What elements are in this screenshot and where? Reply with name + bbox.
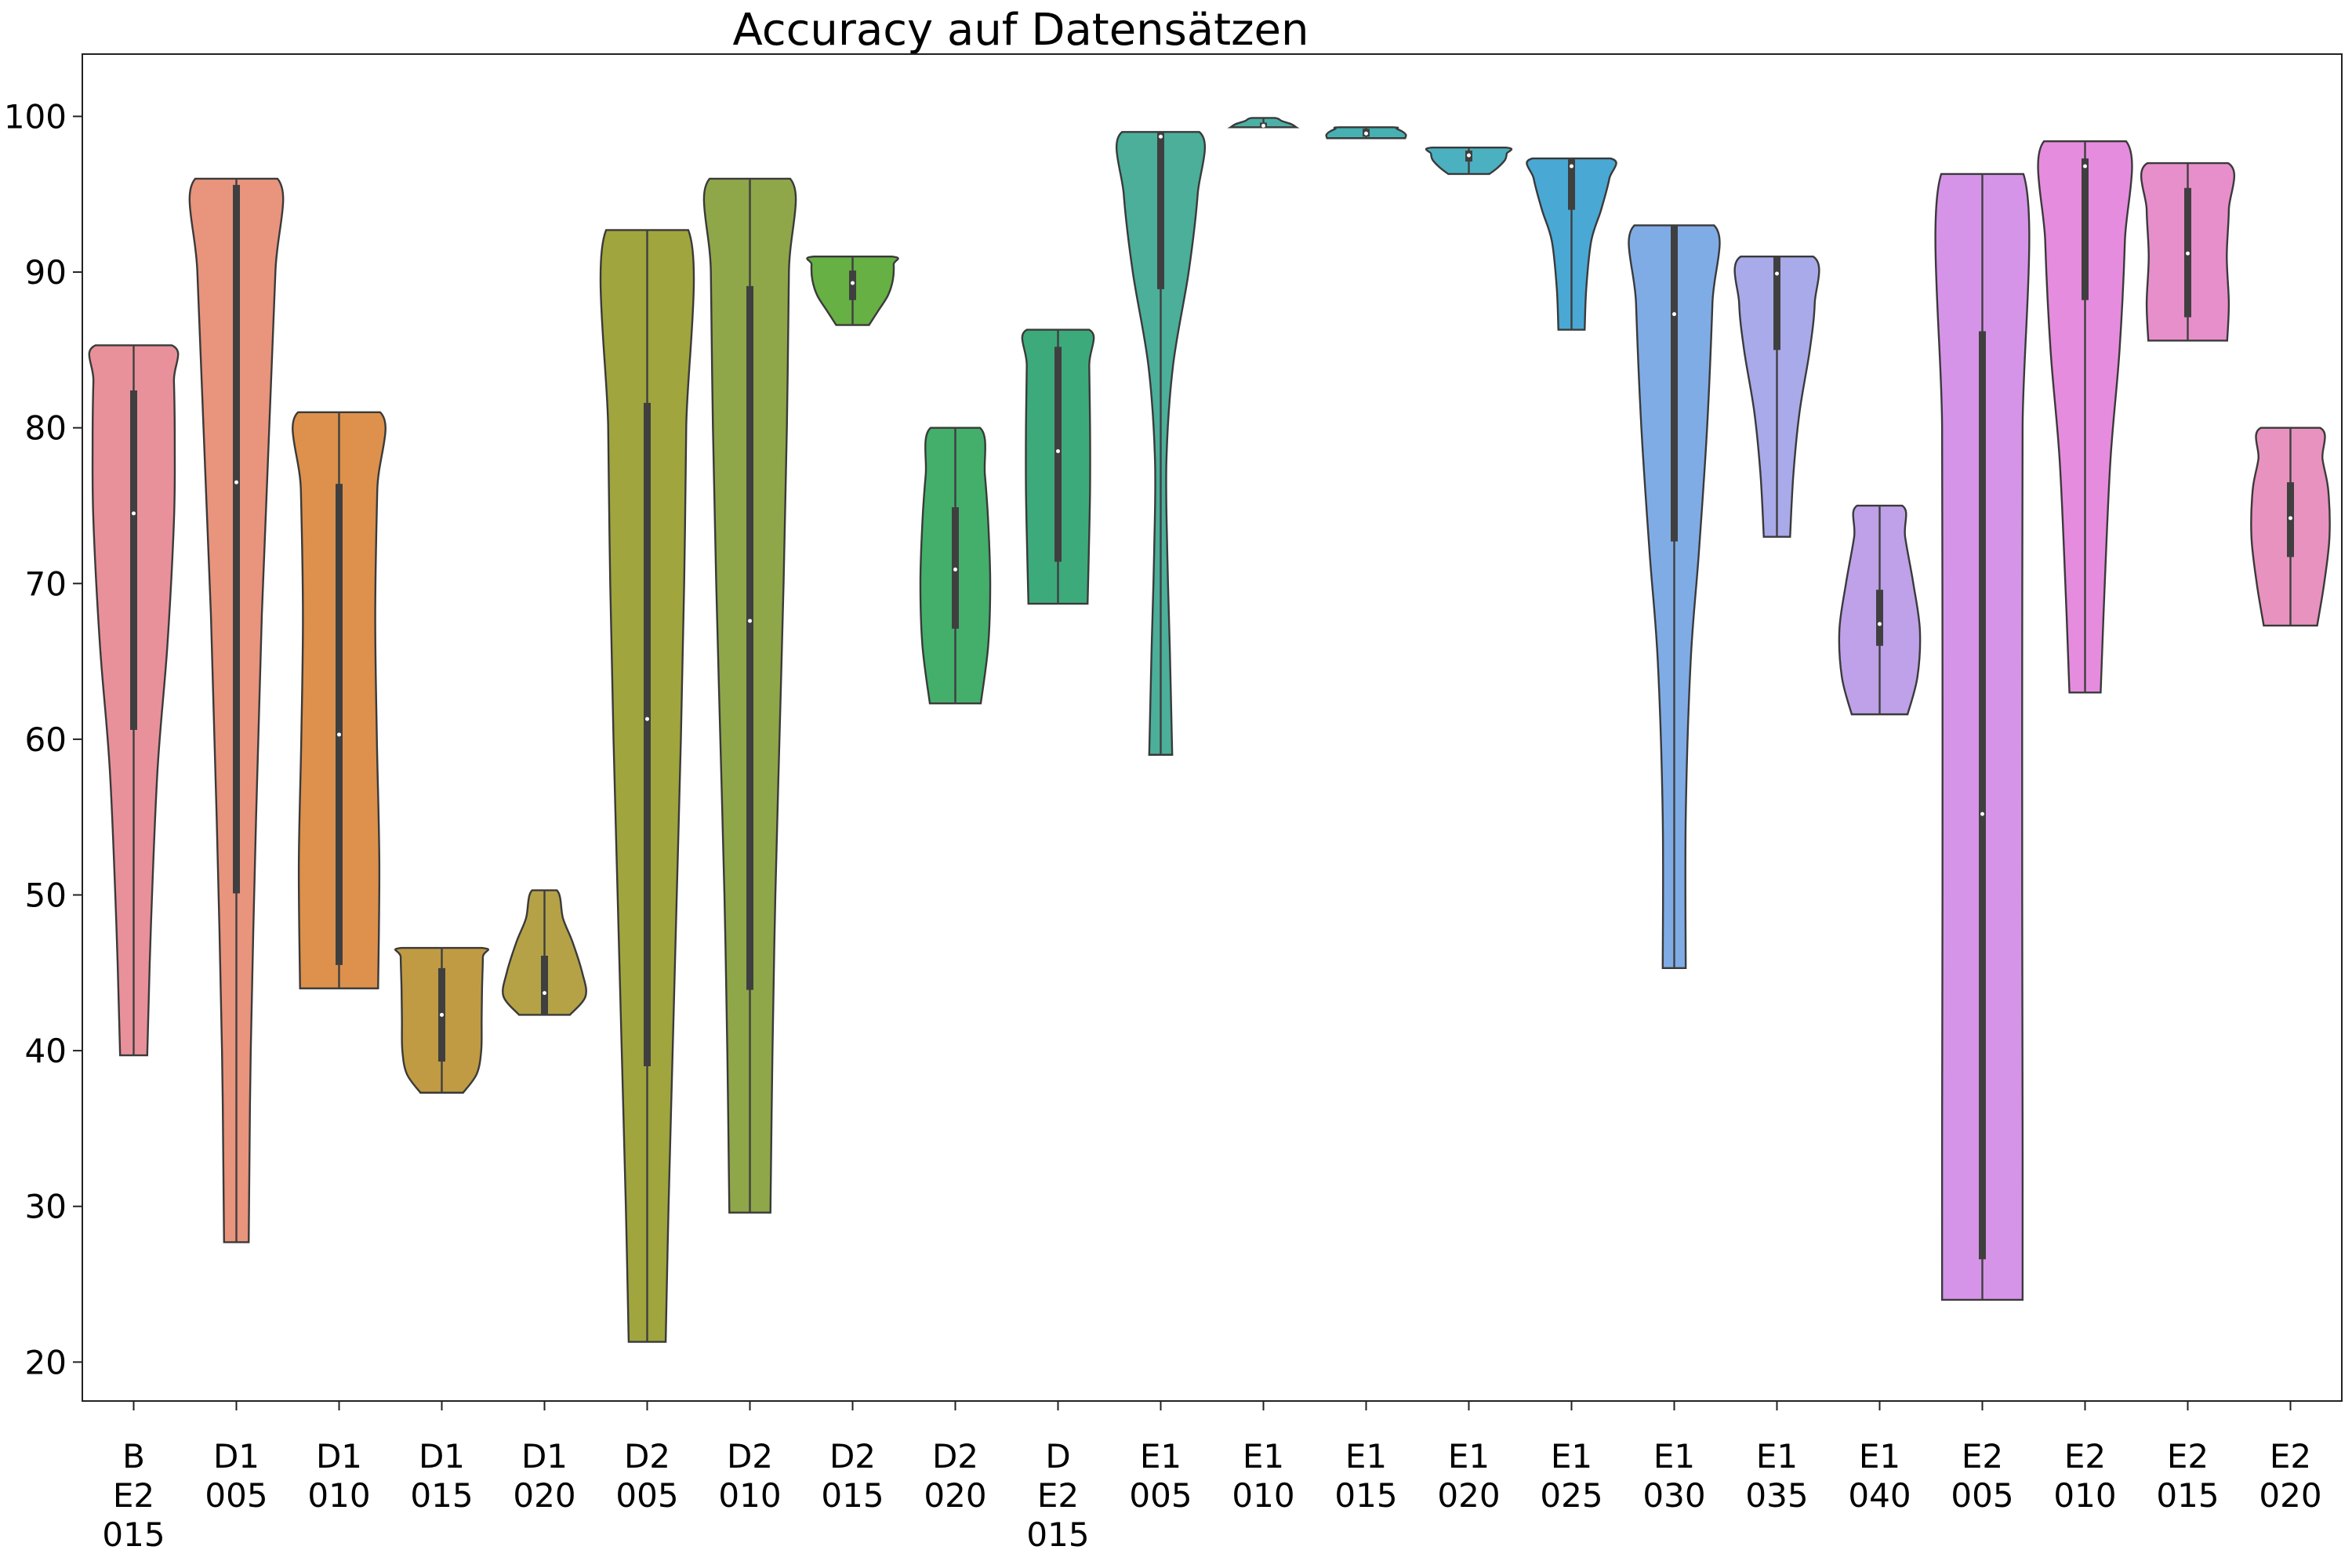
x-tick-label: E1 015 bbox=[1334, 1437, 1397, 1515]
x-tick-label: D1 010 bbox=[307, 1437, 370, 1515]
x-tick-label: E2 015 bbox=[2156, 1437, 2219, 1515]
violin-d2-005 bbox=[599, 229, 695, 1343]
x-tick-label: D2 015 bbox=[821, 1437, 884, 1515]
violin-median bbox=[1467, 153, 1471, 158]
y-tick-label: 90 bbox=[25, 253, 67, 292]
violin-median bbox=[440, 1012, 444, 1017]
violin-median bbox=[1570, 164, 1573, 169]
violin-e2-020 bbox=[2250, 426, 2331, 627]
x-tick-label: D1 015 bbox=[410, 1437, 473, 1515]
violin-median bbox=[543, 991, 546, 996]
violin-e1-010 bbox=[1227, 117, 1300, 129]
violin-b-e2-015 bbox=[88, 344, 180, 1057]
violin-median bbox=[1159, 134, 1163, 139]
violin-median bbox=[1775, 271, 1779, 276]
violin-d1-005 bbox=[188, 177, 285, 1243]
y-axis: 20 30 40 50 60 70 80 90 100 bbox=[4, 97, 82, 1381]
x-tick-label: E1 040 bbox=[1848, 1437, 1911, 1515]
violin-median bbox=[1261, 123, 1265, 128]
violin-median bbox=[1980, 811, 1984, 816]
violin-median bbox=[748, 619, 752, 623]
violin-median bbox=[2083, 164, 2087, 169]
violin-e2-015 bbox=[2140, 162, 2236, 342]
y-tick-label: 100 bbox=[4, 97, 67, 136]
violin-d2-010 bbox=[702, 177, 797, 1214]
violin-d1-010 bbox=[292, 411, 387, 989]
x-tick-label: D E2 015 bbox=[1026, 1437, 1089, 1554]
x-tick-label: E2 020 bbox=[2259, 1437, 2321, 1515]
violin-d-e2-015 bbox=[1021, 328, 1095, 605]
violin-e1-025 bbox=[1526, 157, 1617, 331]
plot-frame bbox=[82, 53, 2343, 1402]
y-tick-label: 20 bbox=[25, 1343, 67, 1381]
violin-d2-020 bbox=[919, 426, 992, 705]
y-tick-label: 70 bbox=[25, 564, 67, 603]
violin-median bbox=[645, 717, 649, 721]
x-tick-label: E1 010 bbox=[1232, 1437, 1294, 1515]
violin-e1-005 bbox=[1115, 131, 1207, 756]
violin-e1-035 bbox=[1733, 255, 1820, 538]
violin-median bbox=[234, 480, 238, 485]
x-tick-label: E1 025 bbox=[1540, 1437, 1602, 1515]
violin-e2-010 bbox=[2037, 140, 2133, 694]
y-tick-label: 50 bbox=[25, 877, 67, 915]
x-tick-label: D2 010 bbox=[718, 1437, 781, 1515]
x-tick-label: E1 035 bbox=[1745, 1437, 1808, 1515]
chart-title: Accuracy auf Datensätzen bbox=[733, 5, 1309, 56]
x-tick-label: E2 005 bbox=[1951, 1437, 2013, 1515]
x-tick-label: D1 005 bbox=[205, 1437, 267, 1515]
violin-d1-015 bbox=[394, 946, 489, 1094]
x-tick-label: D1 020 bbox=[513, 1437, 575, 1515]
violin-median bbox=[851, 281, 855, 285]
y-tick-label: 40 bbox=[25, 1032, 67, 1070]
violin-d1-020 bbox=[502, 889, 587, 1016]
violin-median bbox=[2186, 251, 2190, 256]
violin-median bbox=[1672, 312, 1676, 317]
x-tick-label: D2 020 bbox=[924, 1437, 986, 1515]
x-tick-label: E1 020 bbox=[1437, 1437, 1500, 1515]
violin-median bbox=[1364, 131, 1368, 136]
y-tick-label: 30 bbox=[25, 1188, 67, 1226]
x-tick-label: D2 005 bbox=[615, 1437, 678, 1515]
violin-e1-030 bbox=[1628, 224, 1721, 970]
y-tick-label: 80 bbox=[25, 409, 67, 448]
x-tick-label: E1 005 bbox=[1129, 1437, 1192, 1515]
violin-e2-005 bbox=[1934, 172, 2031, 1301]
violin-median bbox=[1878, 622, 1882, 626]
violin-group bbox=[88, 117, 2331, 1343]
x-tick-label: B E2 015 bbox=[102, 1437, 165, 1554]
x-axis: B E2 015 D1 005 D1 010 D1 015 D1 020 D2 005 D2 010 D2 01… bbox=[102, 1401, 2322, 1554]
violin-e1-040 bbox=[1838, 504, 1922, 716]
x-tick-label: E1 030 bbox=[1642, 1437, 1705, 1515]
violin-median bbox=[2288, 516, 2292, 521]
violin-median bbox=[337, 732, 341, 737]
y-tick-label: 60 bbox=[25, 720, 67, 759]
violin-e1-015 bbox=[1325, 126, 1407, 140]
violin-e1-020 bbox=[1425, 146, 1513, 176]
violin-median bbox=[953, 567, 957, 572]
violin-d2-015 bbox=[806, 255, 899, 326]
x-tick-label: E2 010 bbox=[2053, 1437, 2116, 1515]
violin-median bbox=[1056, 448, 1060, 453]
violin-median bbox=[132, 511, 136, 516]
